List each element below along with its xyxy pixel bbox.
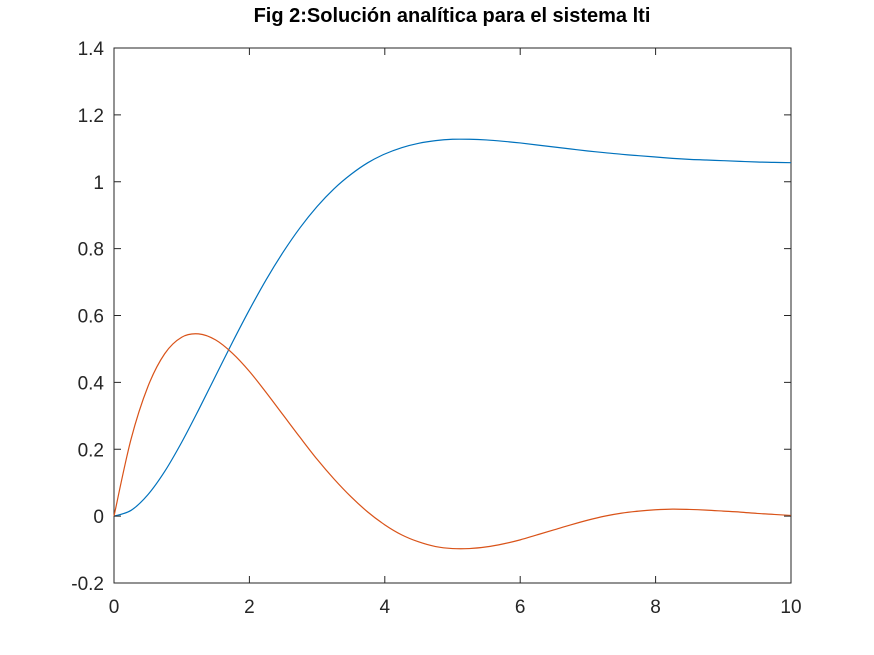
y-tick-label: 1.2 bbox=[78, 106, 104, 127]
y-tick-label: 1.4 bbox=[78, 39, 105, 60]
y-tick-label: 0.4 bbox=[78, 373, 105, 394]
plot-frame bbox=[113, 47, 792, 584]
x-tick-label: 2 bbox=[244, 597, 255, 618]
chart-title: Fig 2:Solución analítica para el sistema… bbox=[254, 5, 651, 27]
x-tick-label: 10 bbox=[780, 597, 801, 618]
y-axis: -0.2 0 0.2 0.4 0.6 0.8 1 1.2 1.4 bbox=[71, 39, 791, 595]
y-tick-label: 1 bbox=[93, 173, 104, 194]
y-tick-label: 0.2 bbox=[78, 440, 104, 461]
series-line-1 bbox=[113, 138, 792, 517]
x-tick-label: 0 bbox=[109, 597, 120, 618]
y-tick-label: 0 bbox=[93, 507, 104, 528]
y-tick-label: 0.8 bbox=[78, 240, 104, 261]
y-tick-label: -0.2 bbox=[71, 574, 104, 595]
y-tick-label: 0.6 bbox=[78, 307, 104, 328]
x-tick-label: 8 bbox=[650, 597, 661, 618]
plot-axes bbox=[113, 47, 792, 584]
series-layer bbox=[113, 138, 792, 550]
series-line-2 bbox=[113, 333, 792, 550]
x-tick-label: 6 bbox=[515, 597, 526, 618]
x-tick-label: 4 bbox=[380, 597, 391, 618]
x-axis: 0 2 4 6 8 10 bbox=[109, 48, 802, 618]
